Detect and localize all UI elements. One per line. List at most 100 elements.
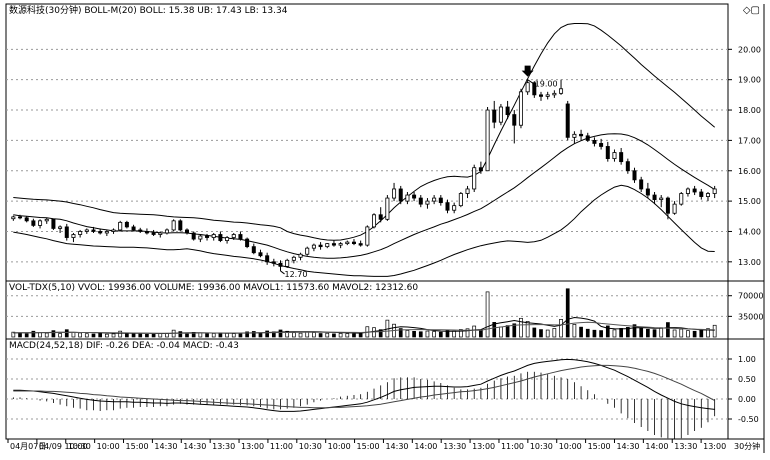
volume-bar bbox=[58, 333, 62, 338]
time-axis-label: 13:30 bbox=[443, 442, 466, 451]
candle-body bbox=[338, 243, 343, 246]
time-axis-label: 10:00 bbox=[328, 442, 351, 451]
volume-bar bbox=[599, 330, 603, 338]
volume-bar bbox=[111, 333, 116, 338]
candle-body bbox=[178, 220, 183, 231]
time-axis-label: 04月07日 bbox=[10, 442, 46, 451]
volume-bar bbox=[145, 333, 149, 338]
time-axis-label: 10:00 bbox=[559, 442, 582, 451]
volume-bar bbox=[625, 327, 630, 338]
candle-body bbox=[11, 216, 16, 220]
volume-bar bbox=[639, 327, 644, 338]
volume-bar bbox=[405, 330, 410, 338]
candle-body bbox=[24, 217, 29, 222]
candle-body bbox=[291, 256, 296, 261]
volume-bar bbox=[91, 333, 96, 338]
volume-bar bbox=[44, 332, 49, 338]
time-axis-label: 13:00 bbox=[472, 442, 495, 451]
candle-body bbox=[418, 197, 423, 205]
candle-body bbox=[465, 188, 470, 194]
candle-body bbox=[445, 202, 450, 211]
candle-body bbox=[592, 139, 597, 144]
candle-body bbox=[305, 247, 310, 255]
volume-bar bbox=[579, 326, 583, 338]
candle-body bbox=[84, 229, 89, 232]
time-axis-label: 14:00 bbox=[414, 442, 437, 451]
candle-body bbox=[645, 188, 650, 196]
volume-bar bbox=[278, 329, 283, 338]
candle-body bbox=[585, 135, 590, 141]
candle-body bbox=[659, 197, 664, 200]
candle-body bbox=[171, 220, 176, 231]
candle-body bbox=[545, 94, 550, 97]
volume-bar bbox=[11, 331, 16, 338]
candle-body bbox=[151, 232, 156, 235]
volume-bar bbox=[505, 325, 510, 338]
volume-bar bbox=[565, 288, 570, 338]
volume-bar bbox=[24, 333, 29, 338]
candle-body bbox=[238, 234, 243, 240]
window-control-icons[interactable]: ◇▢ bbox=[742, 5, 760, 16]
volume-bar bbox=[352, 333, 356, 338]
volume-bar bbox=[125, 332, 129, 338]
volume-bar bbox=[205, 333, 209, 338]
macd-tick-label: -0.50 bbox=[738, 415, 759, 424]
volume-bar bbox=[398, 328, 403, 338]
volume-bar bbox=[605, 325, 610, 338]
volume-bar bbox=[612, 329, 617, 338]
volume-bar bbox=[285, 330, 290, 338]
volume-bar bbox=[245, 331, 249, 338]
candle-body bbox=[712, 188, 717, 194]
candle-body bbox=[78, 231, 83, 235]
candle-body bbox=[398, 188, 403, 202]
volume-bar bbox=[619, 328, 624, 338]
volume-bar bbox=[345, 333, 350, 338]
volume-bar bbox=[559, 319, 563, 338]
volume-bar bbox=[298, 332, 303, 338]
price-tick-label: 14.00 bbox=[738, 227, 761, 236]
volume-bar bbox=[652, 329, 657, 338]
candle-body bbox=[372, 214, 377, 228]
dif-line bbox=[13, 358, 715, 412]
time-axis-label: 13:00 bbox=[703, 442, 726, 451]
volume-bar bbox=[539, 329, 543, 338]
candle-body bbox=[572, 133, 577, 138]
candle-body bbox=[51, 218, 56, 229]
candle-body bbox=[679, 193, 684, 205]
candle-body bbox=[44, 218, 49, 222]
time-axis-label: 14:30 bbox=[183, 442, 206, 451]
candle-body bbox=[632, 170, 637, 181]
candle-body bbox=[58, 226, 63, 229]
time-axis-label: 11:00 bbox=[501, 442, 524, 451]
candle-body bbox=[271, 261, 276, 264]
candle-body bbox=[124, 221, 129, 228]
candle-body bbox=[318, 244, 323, 248]
time-axis-label: 14:00 bbox=[645, 442, 668, 451]
candle-body bbox=[351, 241, 356, 245]
candle-body bbox=[245, 238, 250, 248]
macd-tick-label: 0.00 bbox=[738, 395, 756, 404]
mavol2-line bbox=[13, 321, 715, 334]
candle-body bbox=[472, 167, 477, 190]
candle-body bbox=[579, 133, 584, 137]
high-leader-line bbox=[527, 79, 534, 85]
candle-body bbox=[652, 194, 657, 200]
candle-body bbox=[205, 235, 210, 238]
volume-bar bbox=[318, 333, 323, 338]
candle-body bbox=[612, 152, 617, 160]
macd-panel-header: MACD(24,52,18) DIF: -0.26 DEA: -0.04 MAC… bbox=[9, 341, 239, 351]
volume-bar bbox=[425, 330, 430, 338]
low-leader-line bbox=[280, 270, 285, 275]
volume-bar bbox=[238, 333, 243, 338]
volume-bar bbox=[84, 333, 89, 338]
candle-body bbox=[378, 214, 383, 220]
candle-body bbox=[278, 262, 283, 267]
candle-body bbox=[218, 234, 223, 241]
time-axis-label: 13:00 bbox=[241, 442, 264, 451]
volume-bar bbox=[265, 330, 270, 338]
candle-body bbox=[492, 109, 497, 123]
volume-bar bbox=[465, 328, 470, 338]
volume-bar bbox=[332, 333, 336, 338]
